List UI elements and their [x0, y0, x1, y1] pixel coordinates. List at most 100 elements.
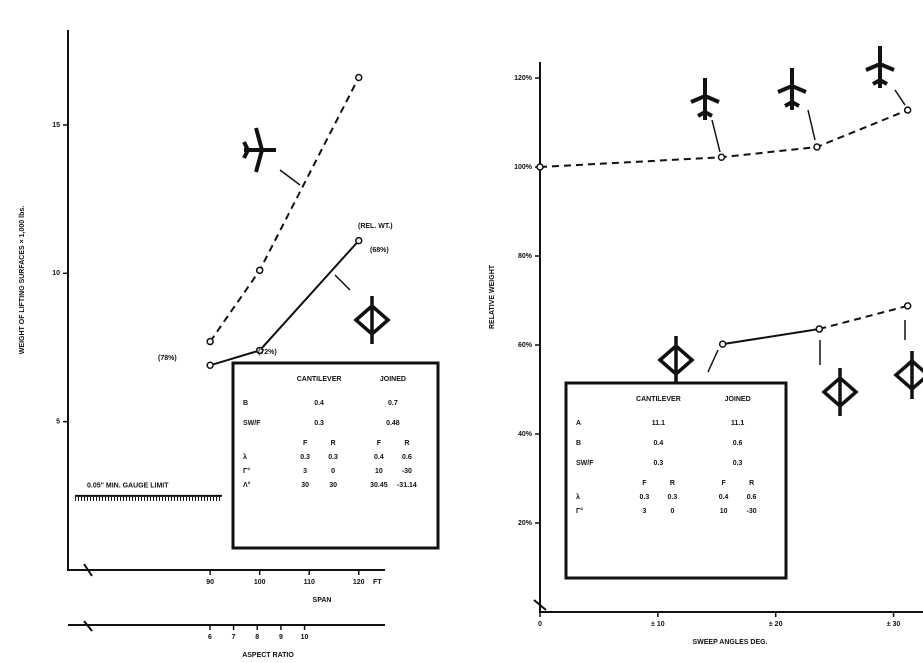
table-header: CANTILEVER — [636, 396, 681, 403]
table-header: JOINED — [725, 396, 751, 403]
table-cell: SW/F — [576, 460, 594, 467]
point — [816, 326, 822, 332]
table-cell: 0.3 — [668, 494, 678, 501]
point — [537, 164, 543, 170]
table-subheader: F — [642, 480, 647, 487]
table-cell: 0.4 — [314, 400, 324, 407]
y-tick-label: 40% — [518, 431, 533, 438]
point — [905, 107, 911, 113]
table-cell: 0.6 — [402, 454, 412, 461]
table-cell: 0 — [670, 508, 674, 515]
y-tick-label: 100% — [514, 164, 533, 171]
x2-tick-label: 7 — [232, 634, 236, 641]
annotation: (REL. WT.) — [358, 223, 393, 230]
x-tick-label: 0 — [538, 621, 542, 628]
line — [723, 329, 820, 344]
figure: 5101590100110120FTSPANWEIGHT OF LIFTING … — [0, 0, 923, 663]
table-cell: Λ° — [243, 481, 251, 489]
table-header: CANTILEVER — [297, 376, 342, 383]
y-tick-label: 60% — [518, 342, 533, 349]
table-cell: -30 — [747, 508, 757, 515]
point — [257, 267, 263, 273]
table-cell: B — [243, 400, 248, 407]
table-cell: 0.48 — [386, 420, 400, 427]
table-cell: 0.3 — [328, 454, 338, 461]
table-subheader: F — [377, 440, 382, 447]
x2-tick-label: 9 — [279, 634, 283, 641]
x-tick-label: 100 — [254, 579, 266, 586]
table-header: JOINED — [380, 376, 406, 383]
table-cell: 0.6 — [733, 440, 743, 447]
table-cell: λ — [576, 493, 580, 501]
x-tick-label: ± 20 — [769, 621, 783, 628]
point — [720, 341, 726, 347]
table-cell: 10 — [375, 468, 383, 475]
x2-tick-label: 8 — [255, 634, 259, 641]
table-cell: 0.4 — [654, 440, 664, 447]
table-cell: B — [576, 440, 581, 447]
table-cell: A — [576, 420, 581, 427]
point — [718, 154, 724, 160]
table-cell: 0.4 — [719, 494, 729, 501]
gauge-label: 0.05" MIN. GAUGE LIMIT — [87, 483, 169, 490]
table-subheader: R — [331, 440, 336, 447]
table-cell: 0 — [331, 468, 335, 475]
x-tick-label: 110 — [304, 579, 315, 586]
table-cell: 30.45 — [370, 482, 388, 489]
table-subheader: R — [670, 480, 675, 487]
table-cell: -30 — [402, 468, 412, 475]
table-cell: 0.6 — [747, 494, 757, 501]
x-tick-label: ± 30 — [887, 621, 901, 628]
table-cell: 3 — [642, 508, 646, 515]
x-unit: FT — [373, 579, 382, 586]
table-cell: -31.14 — [397, 482, 417, 489]
y-tick-label: 5 — [56, 418, 60, 425]
x-tick-label: 90 — [206, 579, 214, 586]
x2-tick-label: 10 — [301, 634, 309, 641]
x-axis-title: SWEEP ANGLES DEG. — [692, 639, 767, 646]
point — [905, 303, 911, 309]
x-axis-title: SPAN — [313, 597, 332, 604]
table-cell: 0.3 — [733, 460, 743, 467]
table-cell: 0.3 — [314, 420, 324, 427]
table-cell: 0.3 — [640, 494, 650, 501]
table-cell: 0.7 — [388, 400, 398, 407]
y-tick-label: 80% — [518, 253, 533, 260]
table-cell: 11.1 — [731, 420, 744, 427]
point — [814, 144, 820, 150]
y-tick-label: 10 — [52, 270, 60, 277]
x2-axis-title: ASPECT RATIO — [242, 652, 294, 659]
table-cell: 30 — [329, 482, 337, 489]
table-cell: 11.1 — [652, 420, 665, 427]
table-cell: 0.4 — [374, 454, 384, 461]
table-cell: SW/F — [243, 420, 261, 427]
table-cell: Γ° — [576, 507, 583, 515]
table-subheader: F — [303, 440, 308, 447]
x-tick-label: ± 10 — [651, 621, 665, 628]
point — [356, 238, 362, 244]
y-tick-label: 120% — [514, 75, 533, 82]
y-tick-label: 15 — [52, 122, 60, 129]
annotation: (72%) — [258, 349, 277, 356]
x-tick-label: 120 — [353, 579, 365, 586]
annotation: (68%) — [370, 247, 389, 254]
x2-tick-label: 6 — [208, 634, 212, 641]
table-cell: 3 — [303, 468, 307, 475]
line — [210, 77, 359, 341]
table-cell: 30 — [301, 482, 309, 489]
y-tick-label: 20% — [518, 520, 533, 527]
y-axis-title: RELATIVE WEIGHT — [489, 264, 496, 329]
point — [207, 339, 213, 345]
line — [210, 241, 359, 366]
table-cell: λ — [243, 453, 247, 461]
annotation: (78%) — [158, 355, 177, 362]
point — [356, 74, 362, 80]
table-cell: 0.3 — [654, 460, 664, 467]
line — [819, 306, 907, 329]
table-cell: Γ° — [243, 467, 250, 475]
table-subheader: F — [721, 480, 726, 487]
table-cell: 0.3 — [300, 454, 310, 461]
point — [207, 362, 213, 368]
y-axis-title: WEIGHT OF LIFTING SURFACES × 1,000 lbs. — [19, 206, 26, 354]
table-cell: 10 — [720, 508, 728, 515]
